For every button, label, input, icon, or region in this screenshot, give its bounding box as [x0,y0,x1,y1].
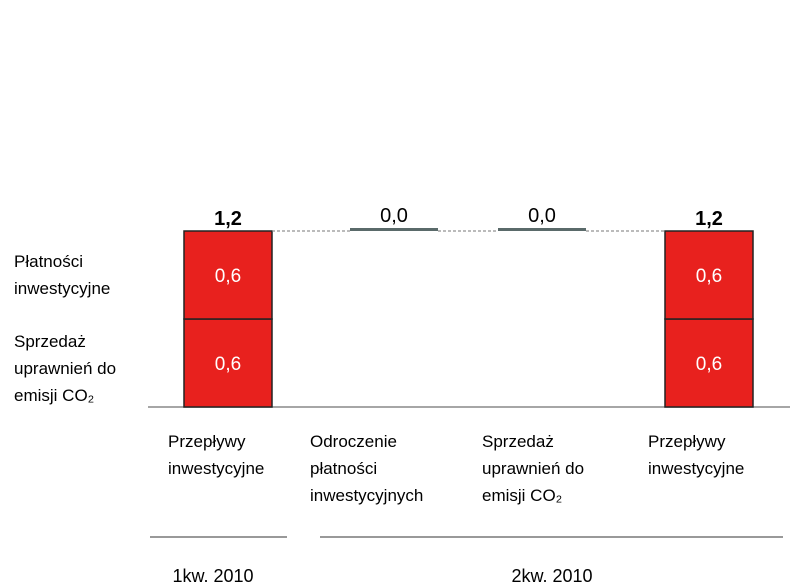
bar-segment [183,318,273,408]
legend-label: Sprzedaż uprawnień do emisji CO₂ [14,331,117,405]
x-tick-label: Sprzedaż uprawnień do emisji CO₂ [482,432,585,505]
x-tick-label: Przepływy inwestycyjne [168,432,265,478]
x-tick-label: Odroczenie płatności inwestycyjnych [310,432,424,505]
bar-segment [664,318,754,408]
value-label: 0,6 [215,266,241,287]
value-label: 0,6 [696,354,722,375]
total-label: 1,2 [695,208,723,230]
change-bar [350,228,438,231]
change-label: 0,0 [528,205,556,227]
group-label: 2kw. 2010 [511,566,592,586]
legend-label: Płatności inwestycyjne [14,252,111,298]
bar-segment [664,230,754,320]
change-label: 0,0 [380,205,408,227]
value-label: 0,6 [215,354,241,375]
change-bar [498,228,586,231]
total-label: 1,2 [214,208,242,230]
bar-segment [183,230,273,320]
x-tick-label: Przepływy inwestycyjne [648,432,745,478]
value-label: 0,6 [696,266,722,287]
group-label: 1kw. 2010 [172,566,253,586]
